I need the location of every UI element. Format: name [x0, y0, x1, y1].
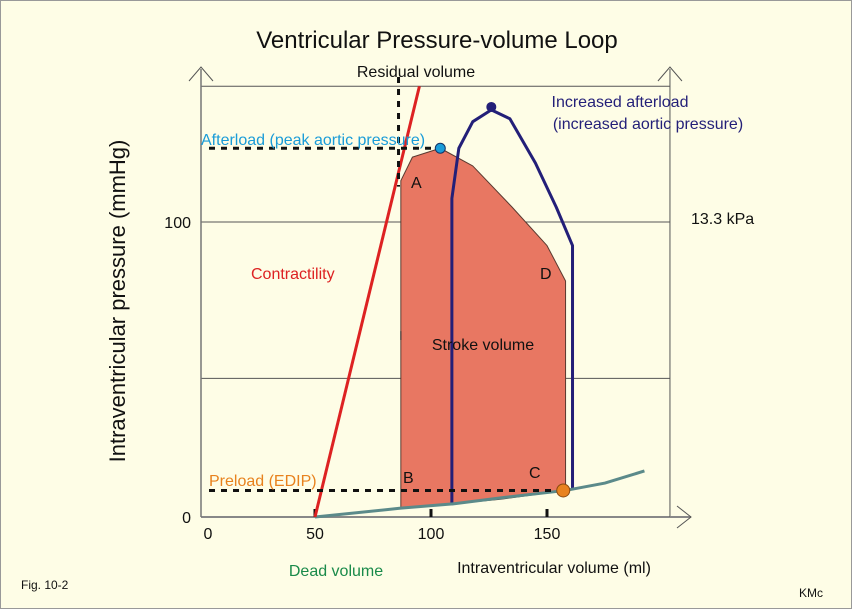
- point-c-label: C: [529, 465, 541, 482]
- preload-point: [556, 483, 571, 498]
- increased-afterload-peak-point: [486, 101, 497, 112]
- afterload-label: Afterload (peak aortic pressure): [201, 132, 425, 149]
- stroke-volume-label: Stroke volume: [432, 337, 534, 354]
- contractility-line: [313, 85, 421, 518]
- contractility-label: Contractility: [251, 266, 335, 283]
- increased-afterload-label-1: Increased afterload: [552, 94, 689, 111]
- normal-loop-stroke-volume: [400, 147, 567, 509]
- x-axis-arrow-icon: [676, 505, 692, 529]
- increased-afterload-label-2: (increased aortic pressure): [553, 116, 743, 133]
- x-tick-label: 0: [204, 526, 213, 543]
- preload-label: Preload (EDIP): [209, 473, 317, 490]
- x-tick-label: 100: [418, 526, 445, 543]
- y-tick-label: 0: [182, 510, 191, 527]
- author-initials: KMc: [799, 586, 823, 600]
- point-a-label: A: [411, 175, 422, 192]
- x-tick-label: 150: [534, 526, 561, 543]
- afterload-point: [434, 142, 446, 154]
- residual-volume-label: Residual volume: [357, 64, 475, 81]
- edpvr-curve: [314, 469, 645, 519]
- figure-number: Fig. 10-2: [21, 578, 69, 592]
- y-tick-label: 100: [164, 215, 191, 232]
- x-tick-label: 50: [306, 526, 324, 543]
- y-axis-label: Intraventricular pressure (mmHg): [105, 140, 130, 463]
- right-axis-label: 13.3 kPa: [691, 211, 754, 228]
- right-axis-arrow-icon: [657, 66, 683, 82]
- y-axis-arrow-icon: [188, 66, 214, 82]
- title: Ventricular Pressure-volume Loop: [256, 27, 618, 54]
- x-axis-label: Intraventricular volume (ml): [457, 560, 651, 577]
- increased-afterload-loop: [450, 108, 575, 506]
- dead-volume-label: Dead volume: [289, 563, 383, 580]
- point-d-label: D: [540, 266, 552, 283]
- point-b-label: B: [403, 470, 414, 487]
